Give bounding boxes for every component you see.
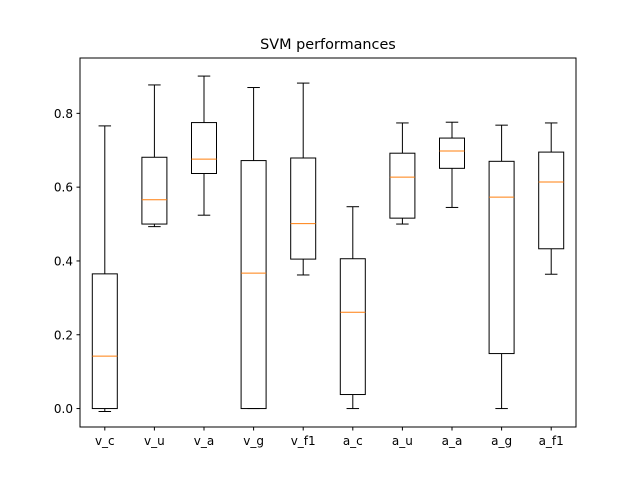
x-tick-label: v_a — [194, 434, 214, 448]
box-a_c — [339, 258, 366, 396]
box-a_u — [389, 152, 416, 219]
x-tick-label: v_c — [95, 434, 115, 448]
y-tick-label: 0.2 — [54, 328, 73, 342]
x-tick-label: a_a — [442, 434, 463, 448]
x-tick-label: v_u — [144, 434, 165, 448]
plot-frame — [79, 57, 577, 428]
x-tick-label: a_g — [491, 434, 512, 448]
x-tick-label: v_f1 — [291, 434, 316, 448]
y-tick-label: 0.8 — [54, 107, 73, 121]
x-tick-label: a_f1 — [539, 434, 564, 448]
plot-area: 0.0 0.2 0.4 0.6 0.8 v_c v_u v_a v_g v_f1 a_c a_u a_a… — [54, 75, 565, 448]
y-tick-label: 0.4 — [54, 254, 73, 268]
box-v_f1 — [290, 157, 317, 260]
y-tick-label: 0.0 — [54, 402, 73, 416]
box-v_a — [191, 122, 217, 174]
x-tick-label: a_u — [392, 434, 413, 448]
box-v_c — [91, 273, 118, 410]
box-a_a — [439, 137, 465, 169]
box-a_g — [488, 160, 515, 355]
y-tick-label: 0.6 — [54, 181, 73, 195]
chart-title: SVM performances — [260, 37, 396, 53]
x-tick-label: v_g — [243, 434, 264, 448]
x-tick-label: a_c — [343, 434, 363, 448]
box-v_u — [141, 156, 168, 225]
box-a_f1 — [538, 151, 565, 250]
box-v_g — [240, 160, 267, 410]
